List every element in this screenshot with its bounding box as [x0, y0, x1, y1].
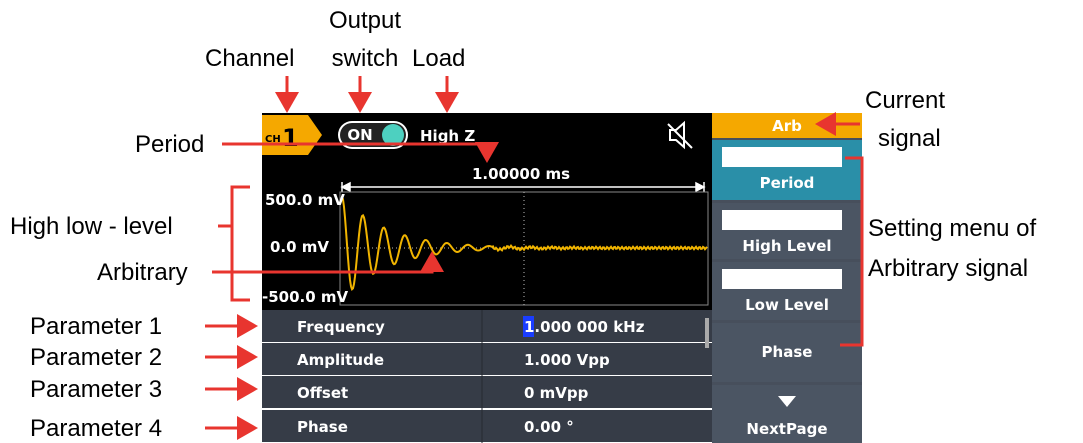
annotation: Parameter 2: [30, 344, 162, 371]
menu-option: Period: [760, 174, 815, 192]
menu-label: Phase: [762, 343, 813, 361]
annotation: Arbitrary: [97, 259, 188, 286]
load-label: High Z: [420, 127, 475, 145]
parameter-label: Offset: [297, 384, 348, 402]
annotation: Parameter 3: [30, 376, 162, 403]
channel-number: 1: [282, 124, 299, 152]
parameter-label: Frequency: [297, 318, 385, 336]
annotation: Period: [135, 131, 204, 158]
parameter-value: 1.000 000 kHz: [524, 318, 645, 336]
level-label: -500.0 mV: [262, 288, 349, 306]
annotation: Parameter 4: [30, 415, 162, 442]
menu-label: NextPage: [746, 420, 827, 438]
menu-option: High Level: [742, 237, 831, 255]
annotation: Current: [865, 87, 945, 114]
annotation: signal: [878, 125, 941, 152]
annotation: High low - level: [10, 213, 173, 240]
parameter-value: 0 mVpp: [524, 384, 589, 402]
menu-option: Amplitude: [738, 212, 825, 230]
annotation: switch: [332, 45, 399, 72]
switch-label: ON: [347, 126, 372, 144]
annotation: Load: [412, 45, 465, 72]
menu-signal: Arb: [772, 117, 802, 135]
period-label: 1.00000 ms: [472, 165, 570, 183]
menu-option: Low Level: [745, 296, 829, 314]
menu-option: Offset: [756, 271, 807, 289]
parameter-label: Phase: [297, 418, 348, 436]
annotation: Output: [329, 7, 401, 34]
menu-option: Frequency: [738, 149, 826, 167]
level-label: 0.0 mV: [270, 238, 329, 256]
annotated-screenshot: CH 1 ON High Z 1.00000 ms 500.0 mV 0.0 m…: [0, 0, 1083, 443]
parameter-label: Amplitude: [297, 351, 384, 369]
parameter-value: 1.000 Vpp: [524, 351, 610, 369]
scrollbar: [705, 318, 709, 348]
parameter-value: 0.00 °: [524, 418, 574, 436]
annotation: Parameter 1: [30, 313, 162, 340]
annotation: Channel: [205, 45, 294, 72]
level-label: 500.0 mV: [265, 191, 345, 209]
annotation: Arbitrary signal: [868, 255, 1028, 282]
annotation: Setting menu of: [868, 215, 1036, 242]
